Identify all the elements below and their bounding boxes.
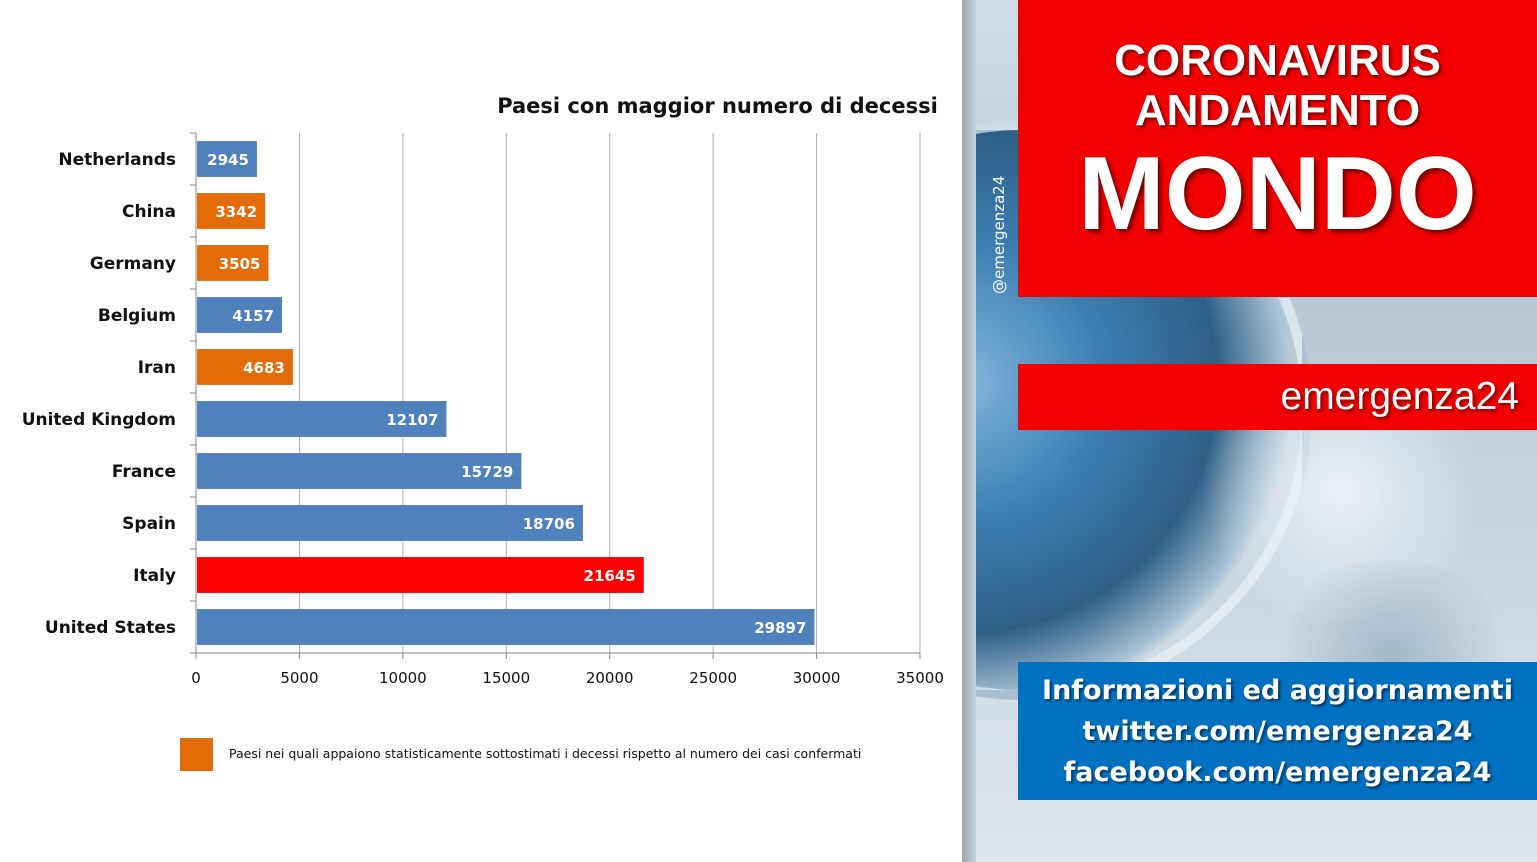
bar [197,609,815,645]
title-box: CORONAVIRUS ANDAMENTO MONDO [1018,0,1537,297]
title-line: ANDAMENTO [1134,86,1421,135]
info-box: Informazioni ed aggiornamenti twitter.co… [1018,662,1537,800]
twitter-handle: @emergenza24 [990,175,1008,294]
banner-edge [962,0,976,862]
bar [197,245,269,281]
bar [197,505,583,541]
x-tick-label: 5000 [280,669,318,687]
brand-box: emergenza24 [1018,364,1537,430]
data-label: 18706 [523,515,575,533]
category-label: Spain [122,514,176,534]
brand-name: emergenza24 [1280,375,1520,418]
twitter-link[interactable]: twitter.com/emergenza24 [1082,716,1473,747]
category-label: Germany [90,254,176,274]
bar [197,401,447,437]
category-label: Iran [138,358,176,378]
x-tick-label: 20000 [586,669,634,687]
data-label: 12107 [386,411,438,429]
category-label: Netherlands [58,150,176,170]
x-tick-label: 15000 [482,669,530,687]
side-banner: CORONAVIRUS ANDAMENTO MONDO @emergenza24… [962,0,1537,862]
data-label: 15729 [461,463,513,481]
legend-label: Paesi nei quali appaiono statisticamente… [229,746,862,761]
title-line: CORONAVIRUS [1114,36,1441,85]
bar-chart: 0 5000 10000 15000 20000 25000 30000 35000 2945 N… [22,132,944,687]
x-tick-label: 35000 [896,669,944,687]
bar [197,297,282,333]
bar [197,141,257,177]
chart-panel: Paesi con maggior numero di decessi 0 500… [21,94,944,771]
chart-title: Paesi con maggior numero di decessi [497,94,938,118]
category-label: France [112,462,176,482]
title-main: MONDO [1078,136,1477,252]
bar [197,349,293,385]
data-label: 29897 [754,619,806,637]
category-label: Belgium [98,306,176,326]
x-tick-label: 0 [191,669,201,687]
info-heading: Informazioni ed aggiornamenti [1042,675,1513,706]
data-label: 3342 [215,203,257,221]
data-label: 3505 [219,255,261,273]
data-label: 2945 [207,151,249,169]
x-tick-label: 10000 [379,669,427,687]
category-label: United States [45,618,176,638]
category-label: China [122,202,176,222]
data-label: 21645 [584,567,636,585]
category-label: United Kingdom [22,410,176,430]
category-label: Italy [133,566,176,586]
bar [197,557,644,593]
legend-swatch [180,738,213,771]
x-tick-label: 25000 [689,669,737,687]
data-label: 4157 [232,307,274,325]
bar [197,193,266,229]
x-tick-label: 30000 [793,669,841,687]
facebook-link[interactable]: facebook.com/emergenza24 [1063,757,1492,788]
bar [197,453,522,489]
data-label: 4683 [243,359,285,377]
